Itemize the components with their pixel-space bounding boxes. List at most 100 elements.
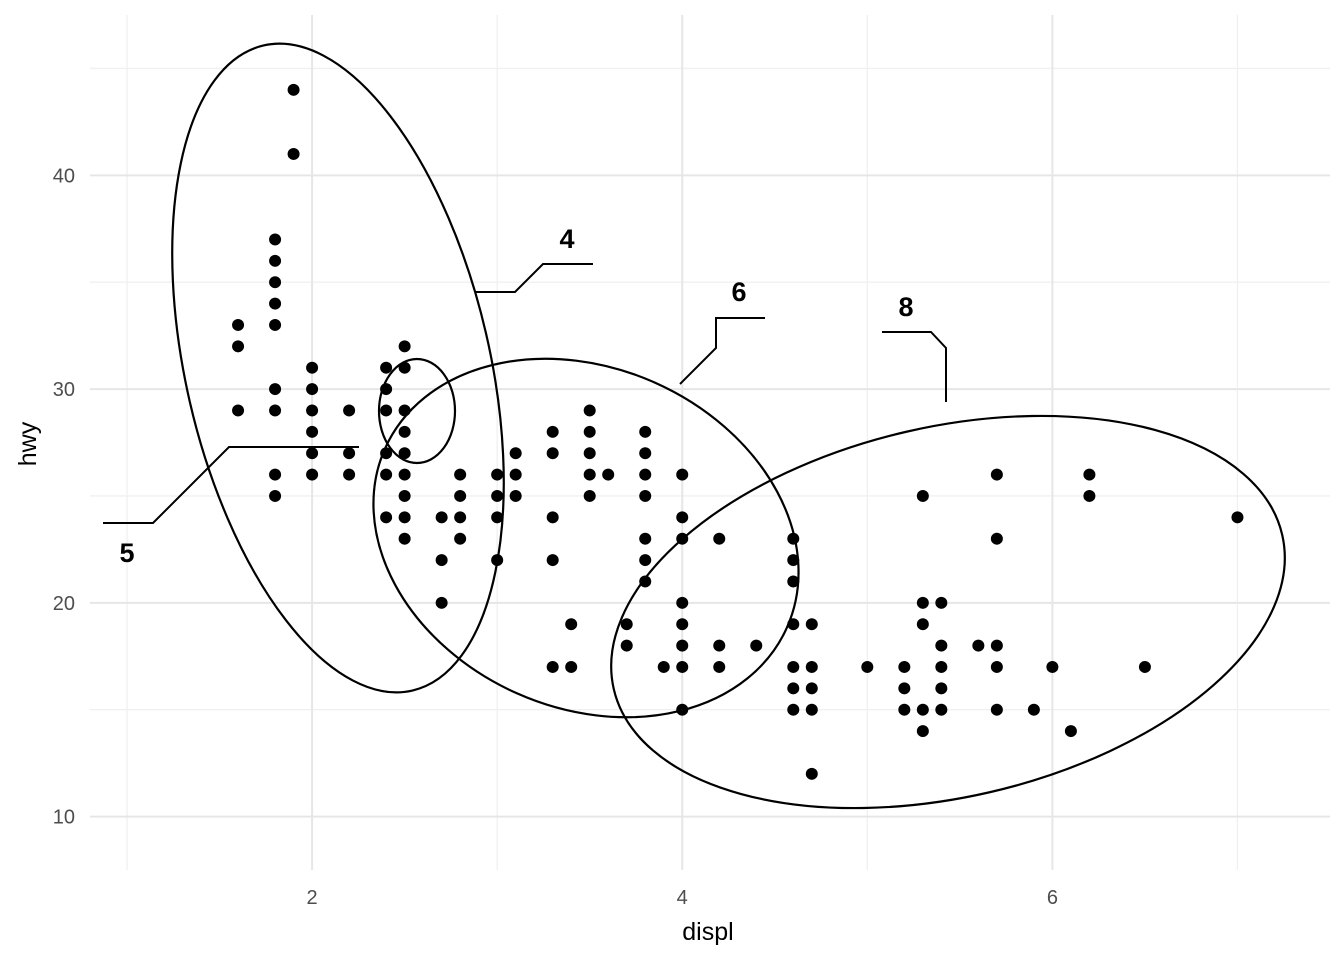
data-point — [491, 489, 504, 502]
data-point — [787, 618, 800, 631]
data-point — [287, 147, 300, 160]
data-point — [491, 554, 504, 567]
data-point — [916, 618, 929, 631]
data-point — [990, 660, 1003, 673]
data-point — [398, 361, 411, 374]
data-point — [491, 511, 504, 524]
data-point — [343, 404, 356, 417]
annotation-label-8: 8 — [898, 292, 913, 322]
data-point — [787, 575, 800, 588]
data-point — [935, 682, 948, 695]
data-point — [306, 468, 319, 481]
data-point — [398, 468, 411, 481]
data-point — [306, 447, 319, 460]
data-point — [398, 425, 411, 438]
leader-line-8 — [882, 331, 947, 402]
data-point — [676, 660, 689, 673]
y-axis-title: hwy — [14, 421, 42, 466]
leader-line-6 — [679, 317, 765, 385]
data-point — [713, 639, 726, 652]
data-point — [990, 639, 1003, 652]
leader-line-5 — [103, 446, 359, 524]
data-point — [306, 361, 319, 374]
data-point — [398, 511, 411, 524]
data-point — [898, 660, 911, 673]
data-point — [935, 596, 948, 609]
data-point — [454, 489, 467, 502]
data-point — [1083, 468, 1096, 481]
data-point — [269, 318, 282, 331]
grid-lines — [90, 15, 1330, 870]
data-point — [398, 489, 411, 502]
data-point — [676, 532, 689, 545]
data-point — [380, 361, 393, 374]
data-point — [380, 511, 393, 524]
data-point — [898, 682, 911, 695]
data-point — [639, 532, 652, 545]
data-point — [583, 447, 596, 460]
data-point — [565, 618, 578, 631]
data-point — [546, 511, 559, 524]
data-point — [620, 639, 633, 652]
ellipse-group-8 — [610, 414, 1286, 810]
data-point — [583, 489, 596, 502]
data-point — [306, 425, 319, 438]
data-point — [380, 468, 393, 481]
data-point — [306, 383, 319, 396]
data-point — [713, 660, 726, 673]
data-point — [805, 703, 818, 716]
data-point — [583, 404, 596, 417]
x-tick-label: 2 — [307, 887, 318, 909]
data-point — [639, 447, 652, 460]
data-point — [343, 468, 356, 481]
data-point — [343, 447, 356, 460]
data-point — [546, 425, 559, 438]
y-tick-label: 40 — [53, 165, 75, 187]
data-point — [639, 468, 652, 481]
data-point — [435, 554, 448, 567]
data-point — [990, 468, 1003, 481]
data-point — [398, 447, 411, 460]
data-point — [990, 703, 1003, 716]
data-point — [639, 489, 652, 502]
data-point — [583, 468, 596, 481]
data-point — [454, 532, 467, 545]
data-points — [232, 83, 1244, 780]
data-point — [509, 468, 522, 481]
data-point — [676, 639, 689, 652]
data-point — [639, 575, 652, 588]
data-point — [676, 703, 689, 716]
data-point — [787, 532, 800, 545]
data-point — [1231, 511, 1244, 524]
data-point — [713, 532, 726, 545]
y-tick-label: 30 — [53, 379, 75, 401]
annotation-leaders — [103, 263, 947, 524]
x-tick-label: 4 — [677, 887, 688, 909]
data-point — [269, 297, 282, 310]
data-point — [805, 682, 818, 695]
y-tick-label: 20 — [53, 593, 75, 615]
data-point — [787, 660, 800, 673]
data-point — [787, 682, 800, 695]
data-point — [546, 660, 559, 673]
ellipse-group-5 — [171, 42, 505, 694]
x-tick-label: 6 — [1047, 887, 1058, 909]
data-point — [787, 703, 800, 716]
data-point — [546, 554, 559, 567]
data-point — [565, 660, 578, 673]
annotation-label-6: 6 — [731, 277, 746, 307]
leader-line-4 — [475, 263, 593, 293]
data-point — [269, 468, 282, 481]
data-point — [435, 511, 448, 524]
data-point — [916, 703, 929, 716]
data-point — [935, 639, 948, 652]
annotation-label-4: 4 — [559, 224, 574, 254]
data-point — [546, 447, 559, 460]
data-point — [380, 404, 393, 417]
data-point — [1027, 703, 1040, 716]
data-point — [454, 468, 467, 481]
data-point — [805, 767, 818, 780]
data-point — [787, 554, 800, 567]
data-point — [509, 489, 522, 502]
data-point — [676, 468, 689, 481]
